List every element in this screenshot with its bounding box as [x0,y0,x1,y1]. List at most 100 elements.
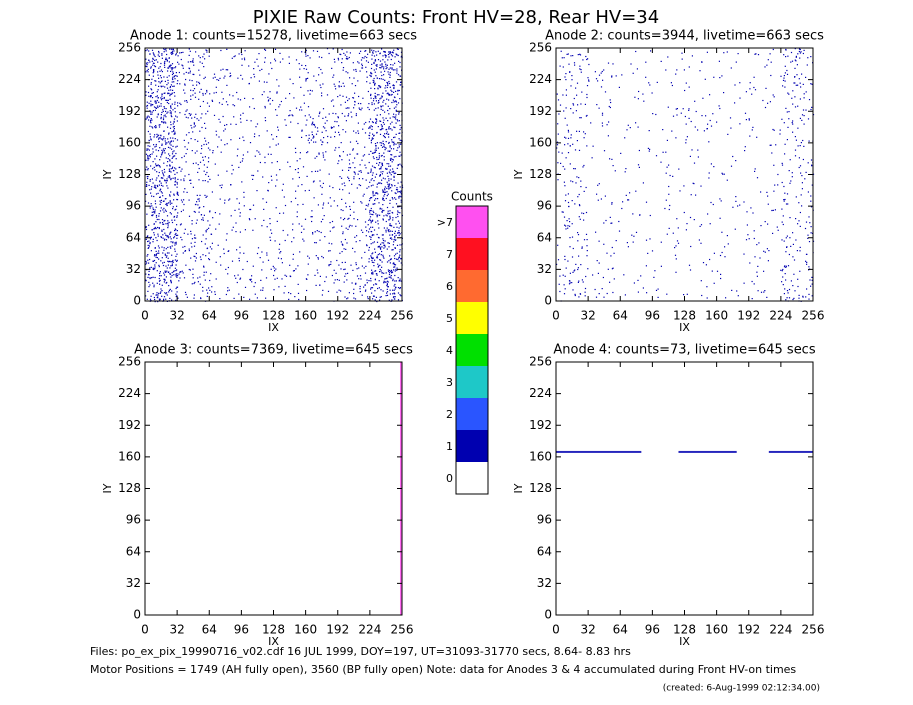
count-pixel [345,131,347,133]
count-pixel [173,270,175,272]
count-pixel [181,157,183,159]
count-pixel [209,178,211,180]
count-pixel [334,61,336,63]
count-pixel [167,146,170,148]
count-pixel [719,198,721,200]
count-pixel [683,69,685,71]
count-pixel [264,117,266,119]
count-pixel [163,207,165,209]
count-pixel [377,266,379,268]
count-pixel [595,231,597,233]
count-pixel [189,179,191,181]
count-pixel [163,175,165,177]
count-pixel [381,125,383,127]
count-pixel [655,155,658,157]
count-pixel [306,289,308,292]
count-pixel [148,274,150,276]
count-pixel [400,193,402,195]
count-pixel [335,88,337,90]
count-pixel [150,266,152,268]
count-pixel [249,106,251,108]
count-pixel [172,89,174,91]
count-pixel [384,111,386,113]
count-pixel [791,97,793,99]
count-pixel [377,220,379,222]
count-pixel [275,144,277,146]
count-pixel [380,166,382,168]
count-pixel [170,64,172,66]
count-pixel [393,241,395,243]
count-pixel [374,259,376,261]
count-pixel [810,195,812,197]
count-pixel [786,297,788,299]
count-pixel [158,247,160,249]
count-pixel [234,55,236,57]
count-pixel [388,80,390,83]
count-pixel [348,98,350,100]
count-pixel [385,117,387,119]
count-pixel [168,289,171,291]
count-pixel [158,227,160,230]
count-pixel [387,133,389,135]
count-pixel [565,267,567,269]
count-pixel [368,219,370,221]
count-pixel [372,138,374,140]
count-pixel [146,64,148,66]
count-pixel [278,286,280,288]
count-pixel [371,257,374,260]
count-pixel [310,139,312,141]
count-pixel [172,241,174,243]
count-pixel [208,157,210,159]
count-pixel [347,72,349,74]
count-pixel [214,291,216,293]
count-pixel [372,172,374,174]
count-pixel [183,277,186,279]
x-tick-label: 256 [802,309,825,323]
count-pixel [335,147,337,149]
count-pixel [396,149,398,151]
count-pixel [270,153,272,155]
count-pixel [393,116,395,118]
count-pixel [374,95,376,97]
count-pixel [787,292,789,294]
count-pixel [802,296,804,298]
count-pixel [383,119,385,121]
count-pixel [297,265,299,267]
count-pixel [161,111,163,114]
count-pixel [394,232,396,234]
count-feature [556,450,642,453]
count-pixel [811,184,813,186]
count-pixel [262,261,264,263]
count-pixel [305,78,307,80]
count-pixel [164,152,166,154]
count-pixel [399,212,401,214]
count-pixel [782,223,784,226]
y-tick-label: 192 [529,104,552,118]
count-pixel [322,141,324,143]
count-pixel [675,73,677,75]
count-pixel [206,89,208,92]
count-pixel [320,231,322,234]
count-pixel [611,75,613,77]
count-pixel [348,169,350,171]
count-pixel [238,293,240,295]
count-pixel [161,170,163,172]
count-pixel [391,271,393,273]
count-pixel [397,164,399,167]
count-pixel [649,238,651,240]
count-pixel [557,99,560,101]
count-pixel [344,217,346,220]
count-pixel [782,276,784,278]
count-pixel [339,155,341,158]
count-pixel [802,139,804,142]
count-pixel [394,197,396,199]
count-pixel [810,200,812,202]
count-pixel [353,77,355,79]
count-pixel [743,253,745,255]
count-pixel [779,133,781,135]
count-pixel [315,141,317,143]
count-pixel [238,202,240,204]
count-pixel [758,242,760,244]
count-pixel [175,234,177,236]
count-pixel [688,66,690,68]
